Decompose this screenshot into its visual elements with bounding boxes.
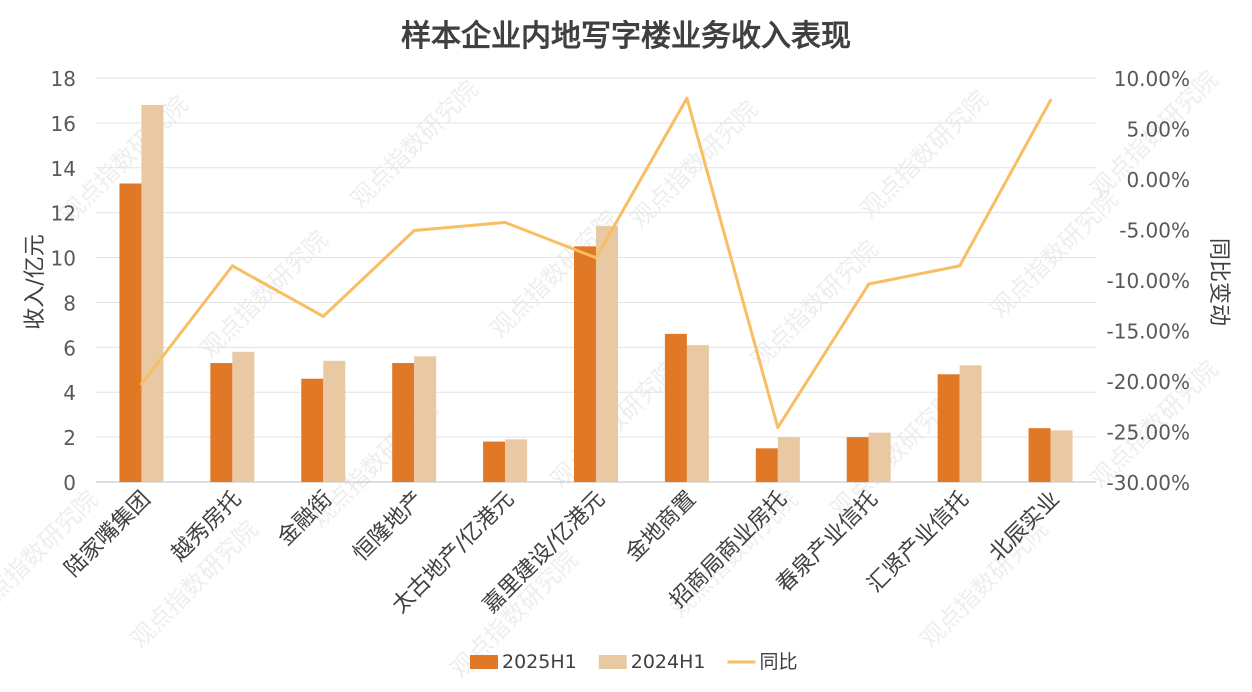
bar-2024H1 <box>232 351 255 482</box>
bar-2025H1 <box>846 437 869 482</box>
legend: 2025H1 2024H1 同比 <box>470 651 797 673</box>
yoy-point <box>685 96 689 100</box>
bar-2025H1 <box>392 363 415 482</box>
yoy-point <box>321 314 325 318</box>
y-tick-label: 16 <box>51 112 76 136</box>
legend-swatch <box>470 655 498 669</box>
yoy-point <box>139 382 143 386</box>
bar-2025H1 <box>574 246 596 482</box>
bar-2025H1 <box>119 183 142 482</box>
yoy-point <box>594 256 598 260</box>
y2-tick-label: -15.00% <box>1107 320 1190 344</box>
bar-2024H1 <box>141 104 164 482</box>
y-axis-title: 收入/亿元 <box>23 234 48 329</box>
bar-2024H1 <box>596 226 618 482</box>
yoy-line <box>139 96 1053 429</box>
bar-2025H1 <box>937 374 960 482</box>
yoy-point <box>230 264 234 268</box>
bar-2025H1 <box>210 363 233 482</box>
bar-2024H1 <box>777 437 800 482</box>
watermark-text: 观点指数研究院 <box>745 235 884 374</box>
y-tick-label: 14 <box>51 157 76 181</box>
y2-tick-label: 0.00% <box>1126 168 1190 192</box>
y2-tick-label: -30.00% <box>1107 471 1190 495</box>
bar-2024H1 <box>868 432 891 482</box>
y-tick-label: 10 <box>51 247 76 271</box>
legend-swatch <box>598 655 627 669</box>
y-tick-label: 2 <box>63 426 76 450</box>
chart-title: 样本企业内地写字楼业务收入表现 <box>401 19 851 54</box>
yoy-point <box>867 282 871 286</box>
y-tick-label: 12 <box>51 202 76 226</box>
legend-label: 2024H1 <box>631 651 706 673</box>
y-tick-label: 8 <box>63 291 76 315</box>
yoy-point <box>503 220 507 224</box>
bar-2024H1 <box>505 439 528 482</box>
y2-tick-label: -10.00% <box>1107 269 1190 293</box>
bars <box>119 104 1073 482</box>
watermark-text: 观点指数研究院 <box>345 75 484 214</box>
x-tick-label: 金地商置 <box>621 487 701 567</box>
legend-label: 2025H1 <box>502 651 577 673</box>
bar-2024H1 <box>959 365 982 482</box>
legend-label: 同比 <box>759 651 797 673</box>
y2-tick-label: 10.00% <box>1114 67 1190 91</box>
bar-2024H1 <box>1050 430 1073 482</box>
bar-2024H1 <box>323 360 346 482</box>
bar-2025H1 <box>664 333 687 482</box>
y-tick-label: 6 <box>63 336 76 360</box>
bar-2025H1 <box>755 448 778 482</box>
yoy-point <box>1049 98 1053 102</box>
y2-axis-title: 同比变动 <box>1206 238 1231 326</box>
yoy-point <box>958 264 962 268</box>
bar-2025H1 <box>1028 428 1051 482</box>
bar-2025H1 <box>483 441 506 482</box>
watermark-text: 观点指数研究院 <box>195 225 334 364</box>
yoy-point <box>776 425 780 429</box>
bar-2024H1 <box>414 356 437 482</box>
bar-2025H1 <box>301 378 324 482</box>
y-tick-label: 4 <box>63 381 76 405</box>
y2-tick-label: -25.00% <box>1107 421 1190 445</box>
y2-tick-label: -20.00% <box>1107 370 1190 394</box>
watermark-text: 观点指数研究院 <box>855 85 994 224</box>
bar-2024H1 <box>686 345 709 482</box>
x-tick-label: 恒隆地产 <box>349 487 429 567</box>
y-tick-label: 0 <box>63 471 76 495</box>
y2-tick-label: 5.00% <box>1126 118 1190 142</box>
yoy-point <box>412 229 416 233</box>
y-tick-label: 18 <box>51 67 76 91</box>
y2-tick-label: -5.00% <box>1119 219 1190 243</box>
